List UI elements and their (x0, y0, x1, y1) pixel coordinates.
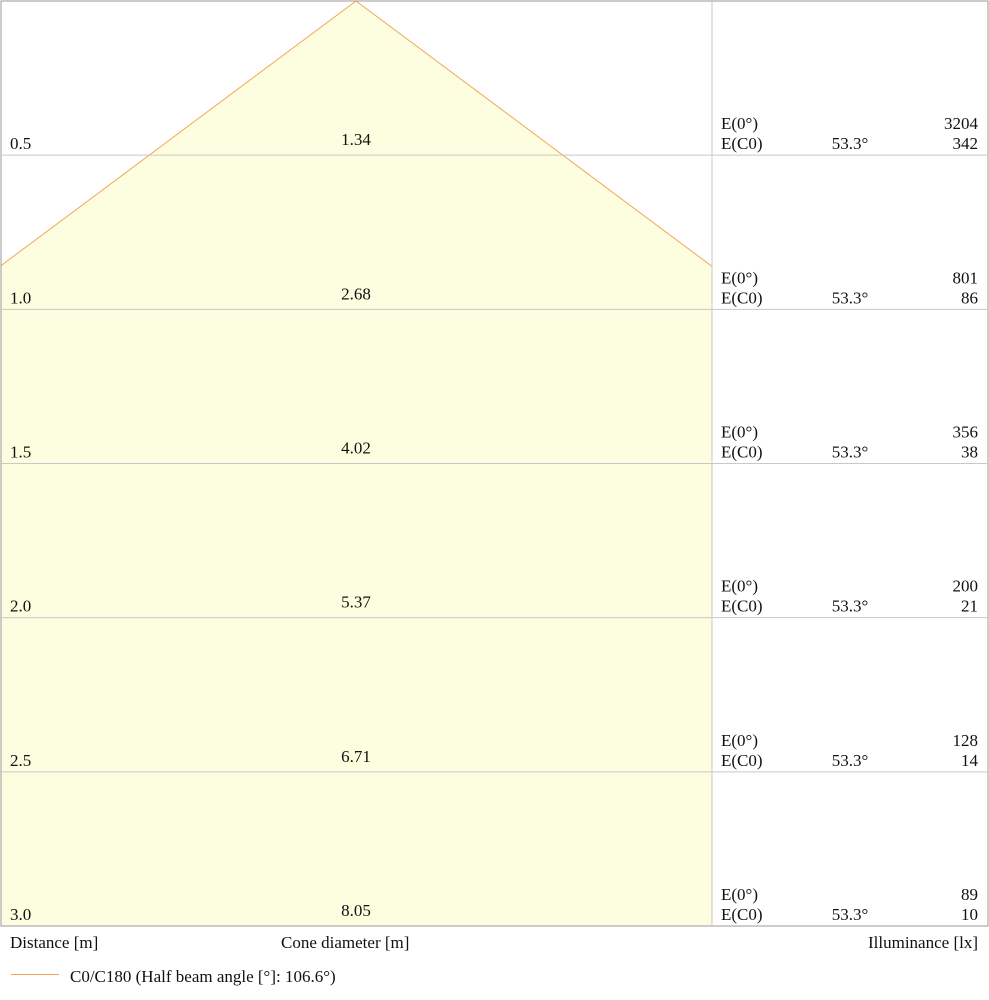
cone-diameter-label: 1.34 (341, 130, 371, 149)
distance-tick-label: 2.0 (10, 597, 31, 616)
distance-axis-label: Distance [m] (10, 933, 99, 952)
center-illuminance-value: 200 (953, 577, 979, 596)
illuminance-axis-label: Illuminance [lx] (868, 933, 978, 952)
distance-tick-label: 3.0 (10, 905, 31, 924)
edge-illuminance-label: E(C0) (721, 288, 763, 307)
edge-angle-value: 53.3° (832, 288, 869, 307)
edge-illuminance-value: 14 (961, 751, 979, 770)
edge-angle-value: 53.3° (832, 905, 869, 924)
legend-label: C0/C180 (Half beam angle [°]: 106.6°) (70, 967, 336, 986)
edge-illuminance-value: 10 (961, 905, 978, 924)
distance-tick-label: 1.0 (10, 288, 31, 307)
center-illuminance-label: E(0°) (721, 731, 758, 750)
cone-diameter-label: 4.02 (341, 439, 371, 458)
cone-edge-left (0, 0, 357, 267)
center-illuminance-label: E(0°) (721, 268, 758, 287)
cone-diameter-label: 2.68 (341, 284, 371, 303)
distance-tick-label: 0.5 (10, 134, 31, 153)
edge-illuminance-value: 21 (961, 597, 978, 616)
center-illuminance-value: 3204 (944, 114, 979, 133)
distance-tick-label: 1.5 (10, 443, 31, 462)
edge-illuminance-value: 86 (961, 288, 978, 307)
cone-edge-right (355, 0, 713, 267)
center-illuminance-label: E(0°) (721, 885, 758, 904)
edge-angle-value: 53.3° (832, 751, 869, 770)
center-illuminance-value: 801 (953, 268, 979, 287)
cone-diameter-axis-label: Cone diameter [m] (281, 933, 410, 952)
center-illuminance-label: E(0°) (721, 577, 758, 596)
cone-diameter-label: 8.05 (341, 901, 371, 920)
legend-swatch-c0-c180 (11, 974, 59, 975)
edge-illuminance-value: 342 (953, 134, 979, 153)
edge-illuminance-label: E(C0) (721, 597, 763, 616)
edge-illuminance-label: E(C0) (721, 443, 763, 462)
center-illuminance-value: 356 (953, 423, 979, 442)
edge-illuminance-label: E(C0) (721, 905, 763, 924)
edge-illuminance-value: 38 (961, 443, 978, 462)
distance-tick-label: 2.5 (10, 751, 31, 770)
center-illuminance-value: 89 (961, 885, 978, 904)
edge-angle-value: 53.3° (832, 443, 869, 462)
cone-diameter-label: 5.37 (341, 593, 371, 612)
center-illuminance-label: E(0°) (721, 114, 758, 133)
edge-angle-value: 53.3° (832, 134, 869, 153)
cone-diameter-label: 6.71 (341, 747, 371, 766)
edge-angle-value: 53.3° (832, 597, 869, 616)
center-illuminance-label: E(0°) (721, 423, 758, 442)
center-illuminance-value: 128 (953, 731, 979, 750)
edge-illuminance-label: E(C0) (721, 751, 763, 770)
edge-illuminance-label: E(C0) (721, 134, 763, 153)
